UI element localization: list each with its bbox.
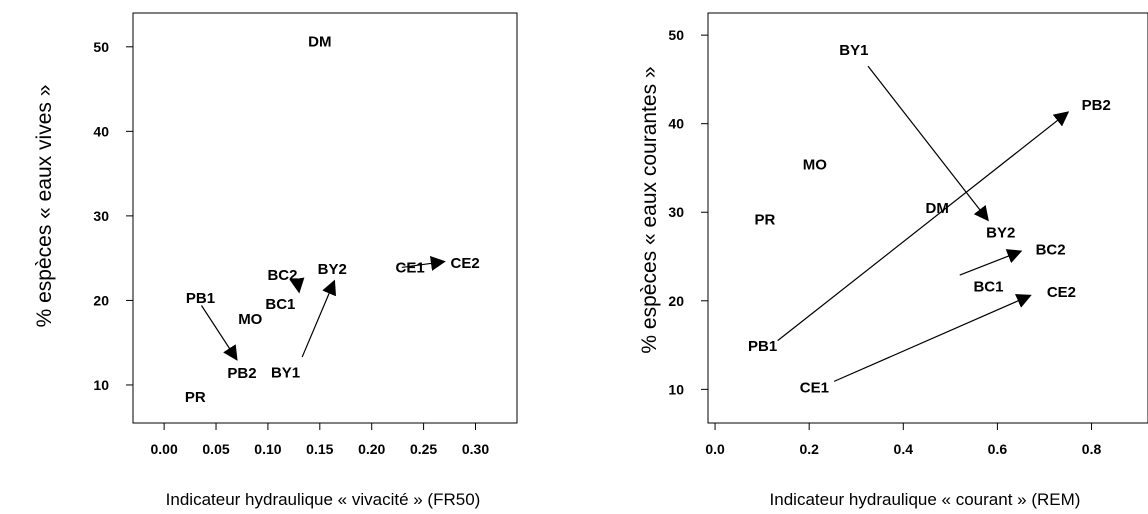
point-label-ce1: CE1	[396, 259, 425, 276]
x-tick-label-right: 0.0	[705, 441, 725, 457]
point-label-ce2: CE2	[451, 255, 480, 272]
x-tick-label-left: 0.00	[151, 441, 178, 457]
y-tick-label-left: 20	[93, 292, 109, 308]
y-tick-label-right: 20	[668, 293, 684, 309]
y-tick-label-left: 10	[93, 377, 109, 393]
point-label-pb1: PB1	[186, 290, 215, 307]
x-tick-label-left: 0.30	[462, 441, 489, 457]
arrow-by1-by2	[867, 65, 989, 222]
arrow-by1-by2	[301, 279, 336, 358]
point-label-by2: BY2	[986, 225, 1015, 242]
y-tick-label-right: 40	[668, 116, 684, 132]
y-axis-label-right: % espèces « eaux courantes »	[638, 66, 661, 353]
x-tick-label-left: 0.05	[202, 441, 229, 457]
y-tick-label-right: 50	[668, 27, 684, 43]
x-tick-label-left: 0.25	[410, 441, 437, 457]
point-label-pb2: PB2	[227, 365, 256, 382]
y-tick-label-left: 50	[93, 39, 109, 55]
point-label-bc1: BC1	[265, 296, 295, 313]
plot-frame-left	[132, 12, 518, 424]
arrow-ce1-ce2	[401, 255, 446, 271]
marks-right: 0.0 0.2 0.4 0.6 0.8 10 20 30 40 50 BY1 PB2 MO PR DM BY2…	[668, 27, 1110, 457]
point-label-bc1: BC1	[973, 279, 1003, 296]
point-label-mo: MO	[803, 156, 827, 173]
plot-frame-right	[707, 12, 1148, 424]
chart-left: 0.00 0.05 0.10 0.15 0.20 0.25 0.30 10 20 30 40 50 DM…	[33, 12, 518, 509]
x-tick-label-right: 0.6	[988, 441, 1008, 457]
arrow-ce1-ce2	[833, 294, 1032, 382]
y-tick-label-right: 10	[668, 381, 684, 397]
point-label-pr: PR	[755, 211, 776, 228]
y-tick-label-right: 30	[668, 204, 684, 220]
x-tick-label-right: 0.2	[799, 441, 819, 457]
chart-right: 0.0 0.2 0.4 0.6 0.8 10 20 30 40 50 BY1 PB2 MO PR DM BY2…	[638, 12, 1148, 509]
y-tick-label-left: 30	[93, 208, 109, 224]
arrow-pb1-pb2	[200, 305, 238, 361]
x-axis-label-right: Indicateur hydraulique « courant » (REM)	[770, 490, 1081, 509]
arrow-bc1-bc2	[959, 249, 1023, 276]
marks-left: 0.00 0.05 0.10 0.15 0.20 0.25 0.30 10 20 30 40 50 DM…	[93, 34, 489, 457]
point-label-bc2: BC2	[267, 267, 297, 284]
y-axis-label-left: % espèces « eaux vives »	[33, 85, 56, 328]
x-tick-label-left: 0.10	[254, 441, 281, 457]
arrow-pb1-pb2	[777, 111, 1070, 342]
point-label-dm: DM	[308, 34, 331, 51]
point-label-dm: DM	[926, 200, 949, 217]
x-tick-label-left: 0.20	[358, 441, 385, 457]
x-tick-label-left: 0.15	[306, 441, 333, 457]
point-label-pr: PR	[185, 389, 206, 406]
point-label-by2: BY2	[318, 261, 347, 278]
arrow-bc2-bc1	[289, 277, 305, 294]
point-label-bc2: BC2	[1036, 241, 1066, 258]
x-tick-label-right: 0.8	[1082, 441, 1102, 457]
x-tick-label-right: 0.4	[894, 441, 914, 457]
point-label-mo: MO	[238, 311, 262, 328]
point-label-ce2: CE2	[1047, 284, 1076, 301]
point-label-pb1: PB1	[748, 338, 777, 355]
y-tick-label-left: 40	[93, 123, 109, 139]
x-axis-label-left: Indicateur hydraulique « vivacité » (FR5…	[166, 490, 481, 509]
point-label-ce1: CE1	[800, 380, 829, 397]
point-label-by1: BY1	[271, 364, 300, 381]
point-label-by1: BY1	[839, 42, 868, 59]
point-label-pb2: PB2	[1082, 97, 1111, 114]
